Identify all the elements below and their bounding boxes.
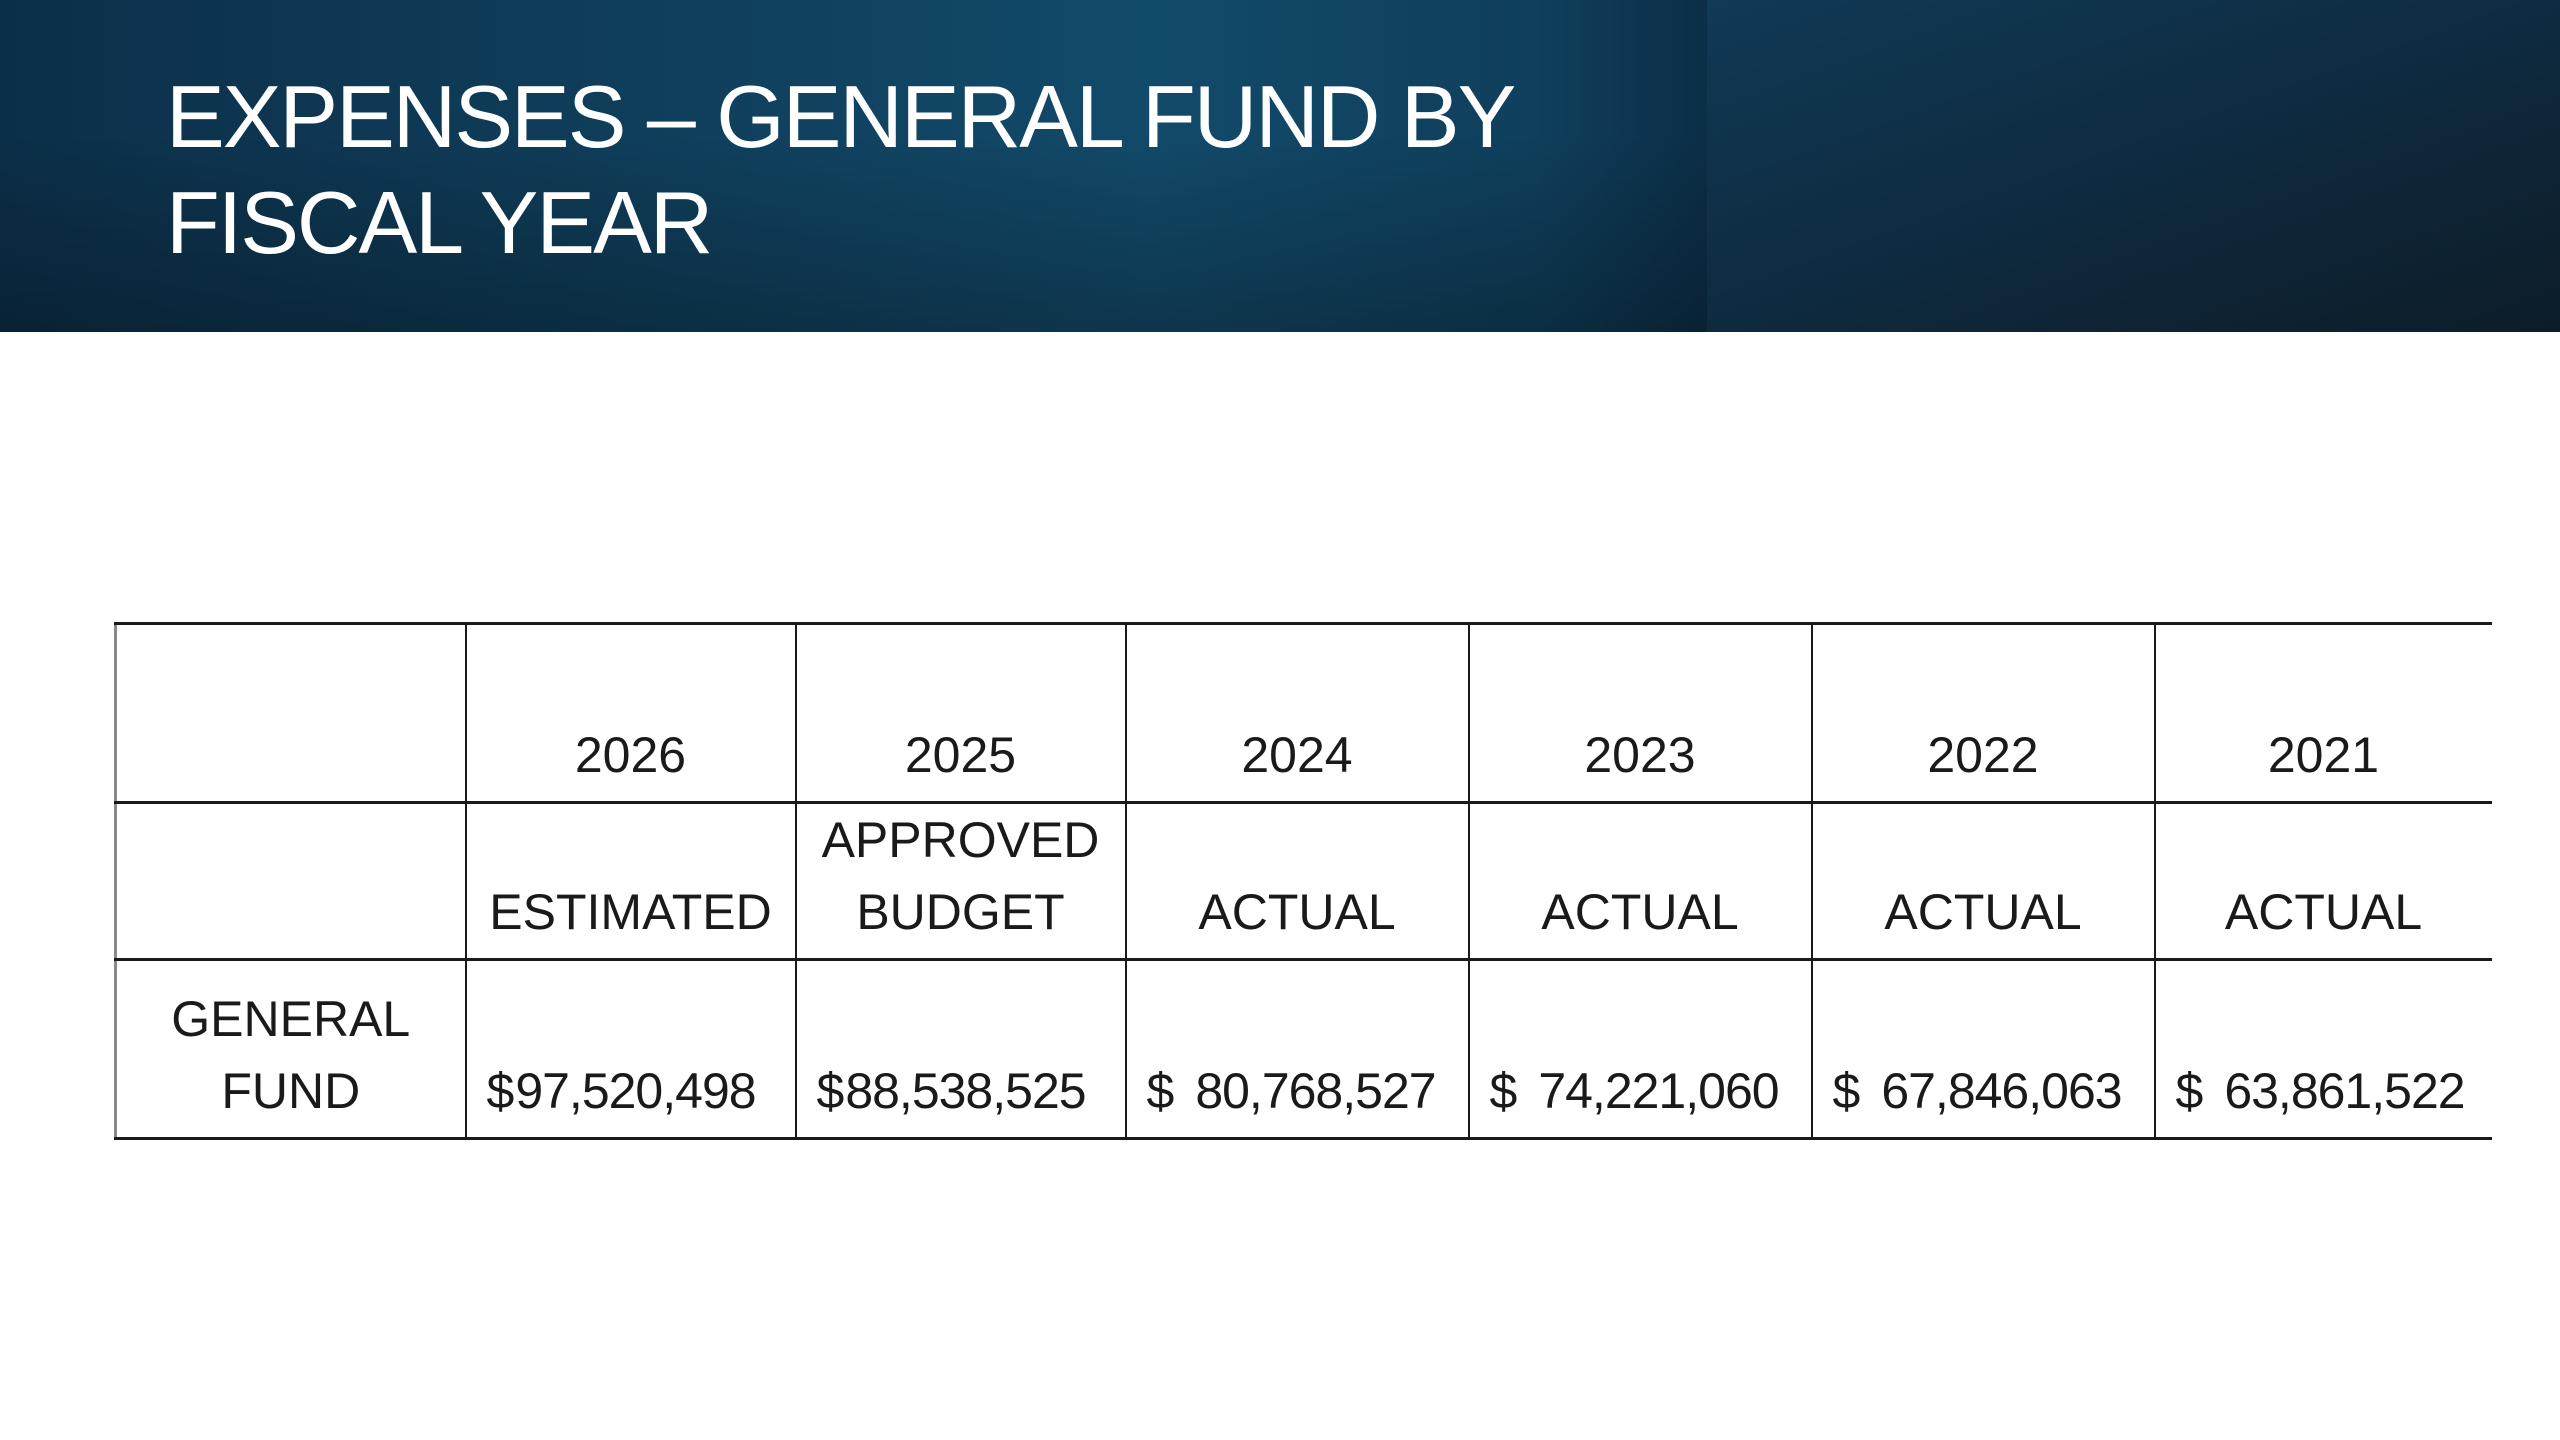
amount-value: 63,861,522 <box>2224 1063 2465 1119</box>
title-banner: EXPENSES – GENERAL FUND BY FISCAL YEAR <box>0 0 2560 332</box>
currency-symbol: $ <box>2175 1063 2204 1119</box>
status-cell-2021: ACTUAL <box>2153 801 2492 961</box>
amount-cell-2024: $80,768,527 <box>1124 958 1469 1140</box>
year-row-label-cell <box>114 622 466 804</box>
currency-symbol: $ <box>1489 1063 1518 1119</box>
year-cell-2023: 2023 <box>1467 622 1812 804</box>
year-cell-2022: 2022 <box>1810 622 2155 804</box>
year-cell-2021: 2021 <box>2153 622 2492 804</box>
banner-dark-panel <box>1707 0 2560 332</box>
amount-value: 97,520,498 <box>515 1063 756 1119</box>
status-cell-2023: ACTUAL <box>1467 801 1812 961</box>
currency-symbol: $ <box>486 1063 515 1119</box>
status-cell-2025: APPROVED BUDGET <box>794 801 1126 961</box>
year-cell-2024: 2024 <box>1124 622 1469 804</box>
year-row: 2026 2025 2024 2023 2022 2021 <box>114 622 2492 804</box>
amount-cell-2026: $97,520,498 <box>464 958 796 1140</box>
currency-symbol: $ <box>1146 1063 1175 1119</box>
expenses-table: 2026 2025 2024 2023 2022 2021 ESTIMATED … <box>114 622 2492 1140</box>
amount-cell-2022: $67,846,063 <box>1810 958 2155 1140</box>
general-fund-label: GENERAL FUND <box>114 958 466 1140</box>
currency-symbol: $ <box>1832 1063 1861 1119</box>
amount-value: 88,538,525 <box>845 1063 1086 1119</box>
banner-shade <box>0 0 1707 332</box>
amount-cell-2025: $88,538,525 <box>794 958 1126 1140</box>
status-cell-2026: ESTIMATED <box>464 801 796 961</box>
status-cell-2024: ACTUAL <box>1124 801 1469 961</box>
status-cell-2022: ACTUAL <box>1810 801 2155 961</box>
amount-cell-2023: $74,221,060 <box>1467 958 1812 1140</box>
amount-value: 67,846,063 <box>1881 1063 2122 1119</box>
currency-symbol: $ <box>816 1063 845 1119</box>
expenses-table-container: 2026 2025 2024 2023 2022 2021 ESTIMATED … <box>114 622 2492 1142</box>
slide-title: EXPENSES – GENERAL FUND BY FISCAL YEAR <box>166 67 1516 272</box>
amount-value: 80,768,527 <box>1195 1063 1436 1119</box>
year-cell-2025: 2025 <box>794 622 1126 804</box>
year-cell-2026: 2026 <box>464 622 796 804</box>
general-fund-row: GENERAL FUND $97,520,498 $88,538,525 $80… <box>114 958 2492 1140</box>
amount-cell-2021: $63,861,522 <box>2153 958 2492 1140</box>
status-row: ESTIMATED APPROVED BUDGET ACTUAL ACTUAL … <box>114 801 2492 961</box>
amount-value: 74,221,060 <box>1538 1063 1779 1119</box>
status-row-label-cell <box>114 801 466 961</box>
